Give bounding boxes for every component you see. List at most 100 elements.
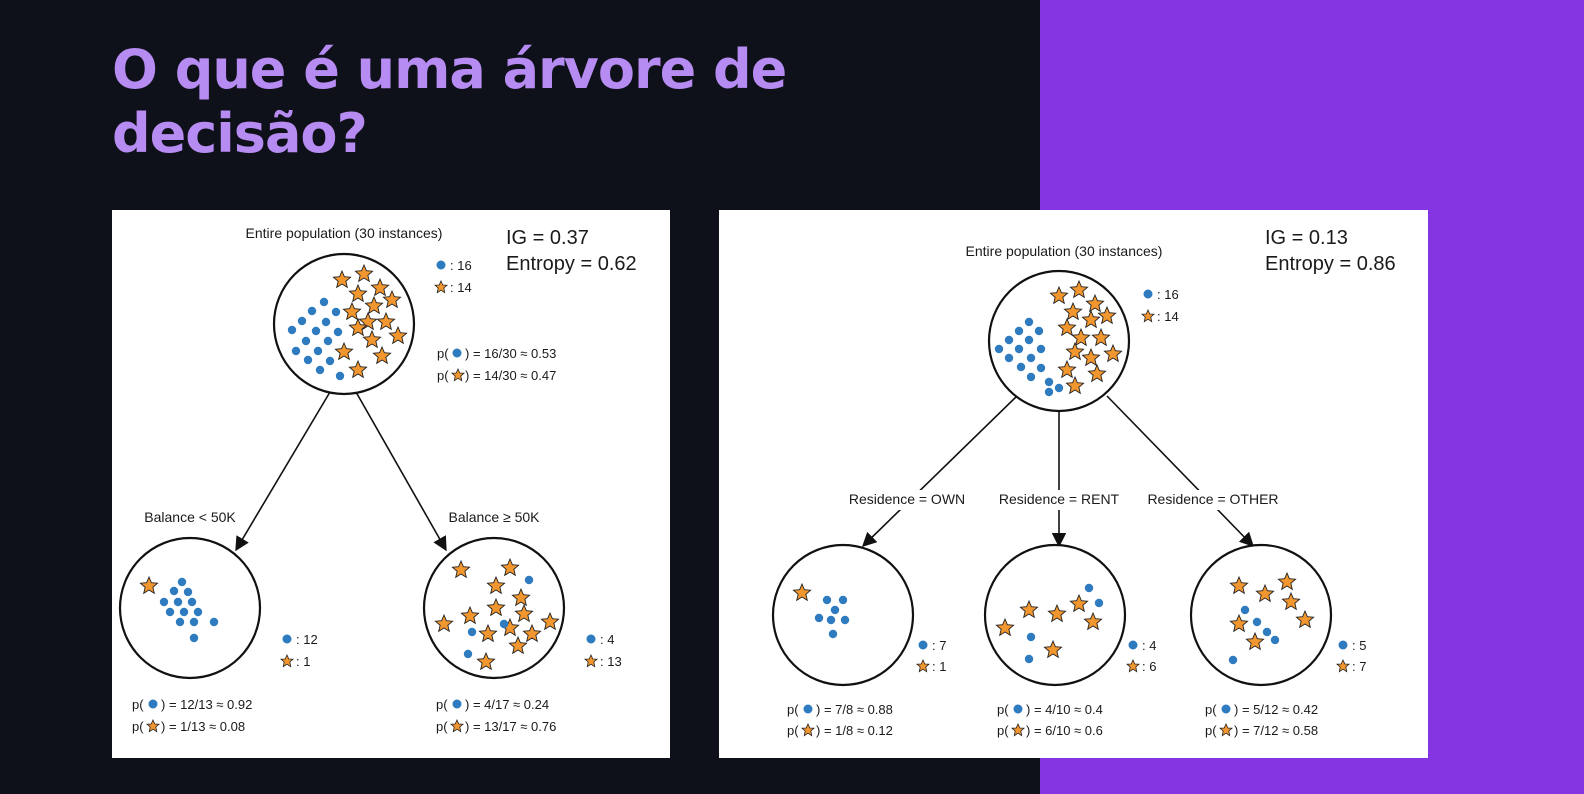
child-residence-other-node [1189,543,1333,687]
orange-star-icon [1229,613,1249,633]
child-residence-own-node [771,543,915,687]
orange-star-icon [1019,599,1039,619]
child-rent-p-dot-prefix: p( [997,702,1009,717]
child-balance-below-50k-points [139,575,219,643]
child-rent-p-star: ) = 6/10 ≈ 0.6 [1026,723,1103,738]
orange-star-icon [348,359,368,379]
blue-dot-icon [1128,640,1138,650]
blue-dot-icon [1338,640,1348,650]
slide-title: O que é uma árvore de decisão? [112,38,787,166]
orange-star-icon [1081,347,1101,367]
blue-dot-icon [838,595,848,605]
root-p-star-prefix: p( [437,368,449,383]
blue-dot-icon [814,613,824,623]
blue-dot-icon [1252,617,1262,627]
blue-dot-icon [1036,363,1046,373]
child-balance-above-50k-points [434,557,560,671]
blue-dot-icon [840,615,850,625]
slide-title-line-1: O que é uma árvore de [112,38,787,101]
child-2-p-dot: ) = 4/17 ≈ 0.24 [465,697,549,712]
child-own-p-dot: ) = 7/8 ≈ 0.88 [816,702,893,717]
orange-star-icon [1049,285,1069,305]
child-own-star-count: : 1 [932,659,946,674]
blue-dot-icon [499,619,509,629]
child-other-p-star-prefix: p( [1205,723,1217,738]
blue-dot-icon [1143,289,1153,299]
orange-star-icon [915,659,931,673]
blue-dot-icon [291,346,301,356]
orange-star-icon [460,605,480,625]
blue-dot-icon [325,356,335,366]
orange-star-icon [1069,593,1089,613]
orange-star-icon [508,635,528,655]
blue-dot-icon [1054,383,1064,393]
blue-dot-icon [1026,353,1036,363]
orange-star-icon [1091,327,1111,347]
orange-star-icon [362,329,382,349]
decision-tree-residence-panel: Entire population (30 instances) IG = 0.… [719,210,1428,758]
blue-dot-icon [323,336,333,346]
root-label: Entire population (30 instances) [246,225,443,241]
root-probabilities: p( ) = 16/30 ≈ 0.53 p( ) = 14/30 ≈ 0.47 [437,346,556,383]
child-residence-other-points [1228,571,1315,665]
child-1-dot-count: : 12 [296,632,318,647]
child-own-dot-count: : 7 [932,638,946,653]
blue-dot-icon [321,317,331,327]
child-residence-rent-counts: : 4 : 6 [1125,638,1156,674]
root-counts-legend: : 16 : 14 [1140,287,1179,324]
child-residence-rent-probabilities: p( ) = 4/10 ≈ 0.4 p( ) = 6/10 ≈ 0.6 [997,702,1103,738]
root-p-dot-prefix: p( [437,346,449,361]
orange-star-icon [145,719,161,733]
blue-dot-icon [1004,353,1014,363]
orange-star-icon [449,719,465,733]
blue-dot-icon [1044,387,1054,397]
root-dot-count: : 16 [450,258,472,273]
blue-dot-icon [830,605,840,615]
orange-star-icon [382,289,402,309]
orange-star-icon [540,611,560,631]
orange-star-icon [1043,639,1063,659]
orange-star-icon [1140,309,1156,323]
orange-star-icon [1057,359,1077,379]
blue-dot-icon [1024,335,1034,345]
orange-star-icon [514,603,534,623]
orange-star-icon [434,613,454,633]
blue-dot-icon [1228,655,1238,665]
child-balance-below-50k-label: Balance < 50K [144,509,236,525]
orange-star-icon [372,345,392,365]
orange-star-icon [1065,375,1085,395]
orange-star-icon [1103,343,1123,363]
slide-title-line-2: decisão? [112,102,368,165]
blue-dot-icon [159,597,169,607]
orange-star-icon [139,575,159,595]
blue-dot-icon [1016,362,1026,372]
decision-tree-residence-diagram: Entire population (30 instances) IG = 0.… [771,227,1396,738]
child-rent-p-star-prefix: p( [997,723,1009,738]
blue-dot-icon [1014,344,1024,354]
blue-dot-icon [1084,583,1094,593]
root-node-points [287,263,408,381]
information-gain-label: IG = 0.37 [506,227,589,249]
decision-tree-balance-diagram: Entire population (30 instances) IG = 0.… [118,225,637,734]
orange-star-icon [583,654,599,668]
orange-star-icon [342,301,362,321]
blue-dot-icon [315,365,325,375]
child-2-p-star-prefix: p( [436,719,448,734]
orange-star-icon [792,582,812,602]
blue-dot-icon [1034,326,1044,336]
child-2-p-star: ) = 13/17 ≈ 0.76 [465,719,556,734]
blue-dot-icon [311,326,321,336]
blue-dot-icon [173,597,183,607]
orange-star-icon [1255,583,1275,603]
child-balance-below-50k-probabilities: p( ) = 12/13 ≈ 0.92 p( ) = 1/13 ≈ 0.08 [132,697,252,734]
blue-dot-icon [994,344,1004,354]
orange-star-icon [1245,631,1265,651]
blue-dot-icon [148,699,158,709]
orange-star-icon [1295,609,1315,629]
orange-star-icon [1097,305,1117,325]
orange-star-icon [332,269,352,289]
orange-star-icon [1047,603,1067,623]
blue-dot-icon [335,371,345,381]
orange-star-icon [1083,611,1103,631]
orange-star-icon [1085,293,1105,313]
